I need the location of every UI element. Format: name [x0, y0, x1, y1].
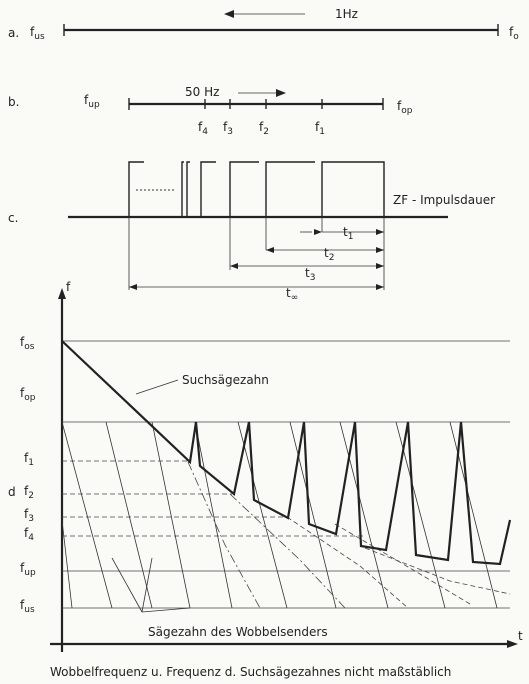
- d-decay-4: [334, 523, 471, 605]
- c-dur-tinf-head-l: [129, 284, 137, 290]
- section-d-label: d: [8, 485, 16, 499]
- section-c: c. ZF - Impulsdauer t1 t2 t3 t∞: [8, 161, 495, 303]
- d-y-arrowhead: [58, 288, 66, 299]
- b-mark-f1: f1: [315, 120, 325, 137]
- section-b: b. fup fop 50 Hz f4 f3 f2 f1: [8, 85, 413, 137]
- b-end-freq: fop: [397, 99, 413, 116]
- d-x-arrowhead: [507, 640, 518, 648]
- d-label-f1: f1: [24, 451, 34, 468]
- b-arrowhead: [276, 89, 286, 97]
- d-search-label: Suchsägezahn: [182, 373, 269, 387]
- d-label-f3: f3: [24, 507, 34, 524]
- d-wobble-sawtooth: [61, 421, 498, 609]
- caption: Wobbelfrequenz u. Frequenz d. Suchsägeza…: [50, 665, 451, 679]
- c-t1-label: t1: [343, 225, 353, 242]
- c-tinf-label: t∞: [286, 286, 298, 303]
- c-t3-label: t3: [305, 266, 315, 283]
- d-label-fop: fop: [20, 386, 36, 403]
- d-wobble-label: Sägezahn des Wobbelsenders: [148, 625, 328, 639]
- d-label-f2: f2: [24, 484, 34, 501]
- c-dur-t2-head-r: [376, 247, 384, 253]
- c-t2-label: t2: [324, 246, 334, 263]
- d-search-pointer: [135, 379, 179, 395]
- d-decay-1: [187, 461, 261, 609]
- d-wobble-pointers: [111, 557, 191, 613]
- section-c-label: c.: [8, 211, 18, 225]
- b-mark-f4: f4: [198, 120, 208, 137]
- c-dur-t3-head-r: [376, 263, 384, 269]
- d-label-fos: fos: [20, 335, 35, 352]
- b-rate: 50 Hz: [185, 85, 219, 99]
- a-arrowhead: [224, 10, 234, 18]
- d-label-fus: fus: [20, 598, 35, 615]
- c-dur-t1-head: [376, 229, 384, 235]
- a-start-freq: fus: [30, 25, 45, 42]
- b-mark-f3: f3: [223, 120, 233, 137]
- d-x-axis-label: t: [518, 629, 523, 643]
- c-dur-t1-head-l: [314, 229, 322, 235]
- c-pulse-train: [128, 161, 385, 217]
- section-b-label: b.: [8, 95, 19, 109]
- d-decay-3: [286, 516, 409, 609]
- d-decay-2: [229, 493, 346, 609]
- a-rate: 1Hz: [335, 7, 358, 21]
- section-a: a. fus fo 1Hz: [8, 7, 519, 42]
- b-start-freq: fup: [84, 93, 100, 110]
- c-dur-tinf-head-r: [376, 284, 384, 290]
- b-mark-f2: f2: [259, 120, 269, 137]
- d-label-f4: f4: [24, 526, 34, 543]
- section-a-label: a.: [8, 26, 19, 40]
- d-search-sawtooth: [61, 340, 512, 566]
- d-label-fup: fup: [20, 561, 36, 578]
- d-y-axis-label: f: [66, 280, 71, 294]
- section-d: f t d fos fop f1 f2 f3 f4 fup fus Suchs: [8, 280, 523, 652]
- c-dur-t2-head-l: [266, 247, 274, 253]
- c-pulse-label: ZF - Impulsdauer: [393, 193, 495, 207]
- a-end-freq: fo: [509, 25, 519, 42]
- d-decay-5: [364, 547, 511, 595]
- c-dur-t3-head-l: [230, 263, 238, 269]
